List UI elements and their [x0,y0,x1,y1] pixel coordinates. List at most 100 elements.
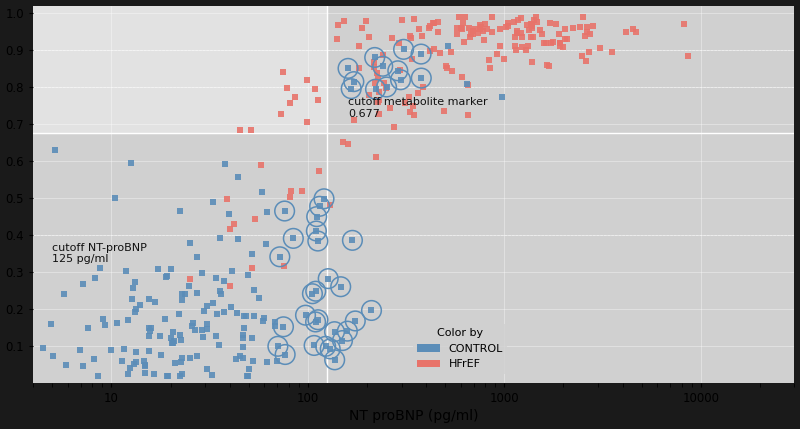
Point [99,321,112,328]
Point [230,355,242,362]
Point [557,43,570,50]
Point [89,275,102,282]
Point [394,66,406,73]
Point [165,266,178,272]
Point [437,107,450,114]
Point [97,316,110,323]
Point [324,345,337,352]
Point [515,30,528,36]
Point [456,19,469,26]
Point [58,290,70,297]
Point [490,51,503,57]
Point [414,51,427,57]
Point [514,15,527,21]
Point [469,26,482,33]
Point [498,55,510,62]
Point [378,79,390,86]
Point [247,313,260,320]
Point [269,319,282,326]
Point [37,344,50,351]
Point [544,20,557,27]
Point [626,25,639,32]
Point [189,326,202,333]
Point [356,24,369,31]
Point [345,85,358,92]
Point [224,304,237,311]
Point [376,63,389,69]
Point [457,38,470,45]
Point [496,93,509,100]
Point [414,51,427,57]
Point [398,100,411,107]
Point [576,13,589,20]
Point [167,338,180,344]
Point [308,342,321,349]
Point [174,208,186,214]
Point [398,46,410,53]
Point [515,33,528,40]
Point [478,37,490,44]
Point [210,275,222,282]
Point [553,40,566,47]
Point [678,21,690,27]
Point [277,323,290,330]
Point [274,254,286,260]
Point [349,317,362,324]
Point [346,237,359,244]
Point [210,333,222,340]
Point [388,124,401,130]
Point [525,33,538,40]
Point [558,25,571,32]
Point [319,343,332,350]
Point [376,63,389,69]
Point [380,85,393,91]
Point [424,47,437,54]
Point [405,35,418,42]
Point [441,65,454,72]
Point [300,118,313,125]
Point [246,265,259,272]
Point [162,372,174,379]
Point [370,154,383,160]
Point [238,313,250,320]
Point [247,287,260,294]
Point [244,126,257,133]
Point [442,42,454,49]
Point [581,29,594,36]
Point [261,209,274,216]
Point [474,24,487,30]
Point [76,363,89,370]
Point [352,65,365,72]
Point [484,64,497,71]
Point [311,238,324,245]
Point [432,18,445,25]
Point [311,238,324,245]
Point [554,40,566,47]
Point [218,278,230,284]
Point [161,272,174,279]
Point [461,81,474,88]
Point [538,39,550,46]
Point [175,355,188,362]
Point [206,299,219,306]
Point [391,67,404,74]
Point [464,33,477,40]
Point [579,58,592,65]
Point [502,22,514,29]
Point [494,42,506,49]
Point [238,325,250,332]
Point [528,16,541,23]
Point [119,267,132,274]
Point [186,323,198,329]
Point [393,39,406,46]
Point [342,141,354,148]
Point [328,328,341,335]
Point [159,315,172,322]
Point [284,193,297,200]
Point [456,25,469,32]
Point [368,63,381,70]
Point [526,33,539,40]
Point [191,353,204,360]
Point [142,348,155,355]
X-axis label: NT proBNP (pg/ml): NT proBNP (pg/ml) [349,409,478,423]
